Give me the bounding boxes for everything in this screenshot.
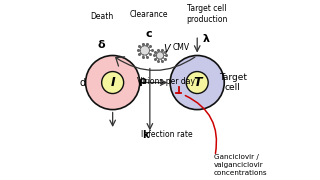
Text: Target
cell: Target cell <box>219 73 247 92</box>
Text: CMV: CMV <box>173 43 190 52</box>
Text: $\it{V}$: $\it{V}$ <box>163 42 172 54</box>
Text: T: T <box>193 76 202 89</box>
Text: d: d <box>79 78 85 87</box>
FancyArrowPatch shape <box>185 96 216 153</box>
Text: Virions per day: Virions per day <box>137 77 195 86</box>
Text: $\bf{c}$: $\bf{c}$ <box>145 28 153 39</box>
Text: Target cell
production: Target cell production <box>186 4 227 24</box>
Circle shape <box>102 72 124 94</box>
Text: $\bf{k}$: $\bf{k}$ <box>142 128 151 140</box>
Circle shape <box>170 55 224 110</box>
Text: $\bf{\lambda}$: $\bf{\lambda}$ <box>202 32 211 44</box>
Circle shape <box>86 55 140 110</box>
Text: Clearance: Clearance <box>130 10 168 19</box>
Text: Infection rate: Infection rate <box>141 130 193 139</box>
Text: Death: Death <box>90 12 113 21</box>
Circle shape <box>186 72 208 94</box>
Circle shape <box>156 52 164 59</box>
FancyArrowPatch shape <box>116 57 195 70</box>
Circle shape <box>140 46 149 55</box>
Text: Ganciclovir /
valganciclovir
concentrations: Ganciclovir / valganciclovir concentrati… <box>214 154 268 176</box>
Text: I: I <box>110 76 115 89</box>
Text: $\bf{\rho}$: $\bf{\rho}$ <box>138 76 147 88</box>
Text: $\bf{\delta}$: $\bf{\delta}$ <box>97 38 106 50</box>
